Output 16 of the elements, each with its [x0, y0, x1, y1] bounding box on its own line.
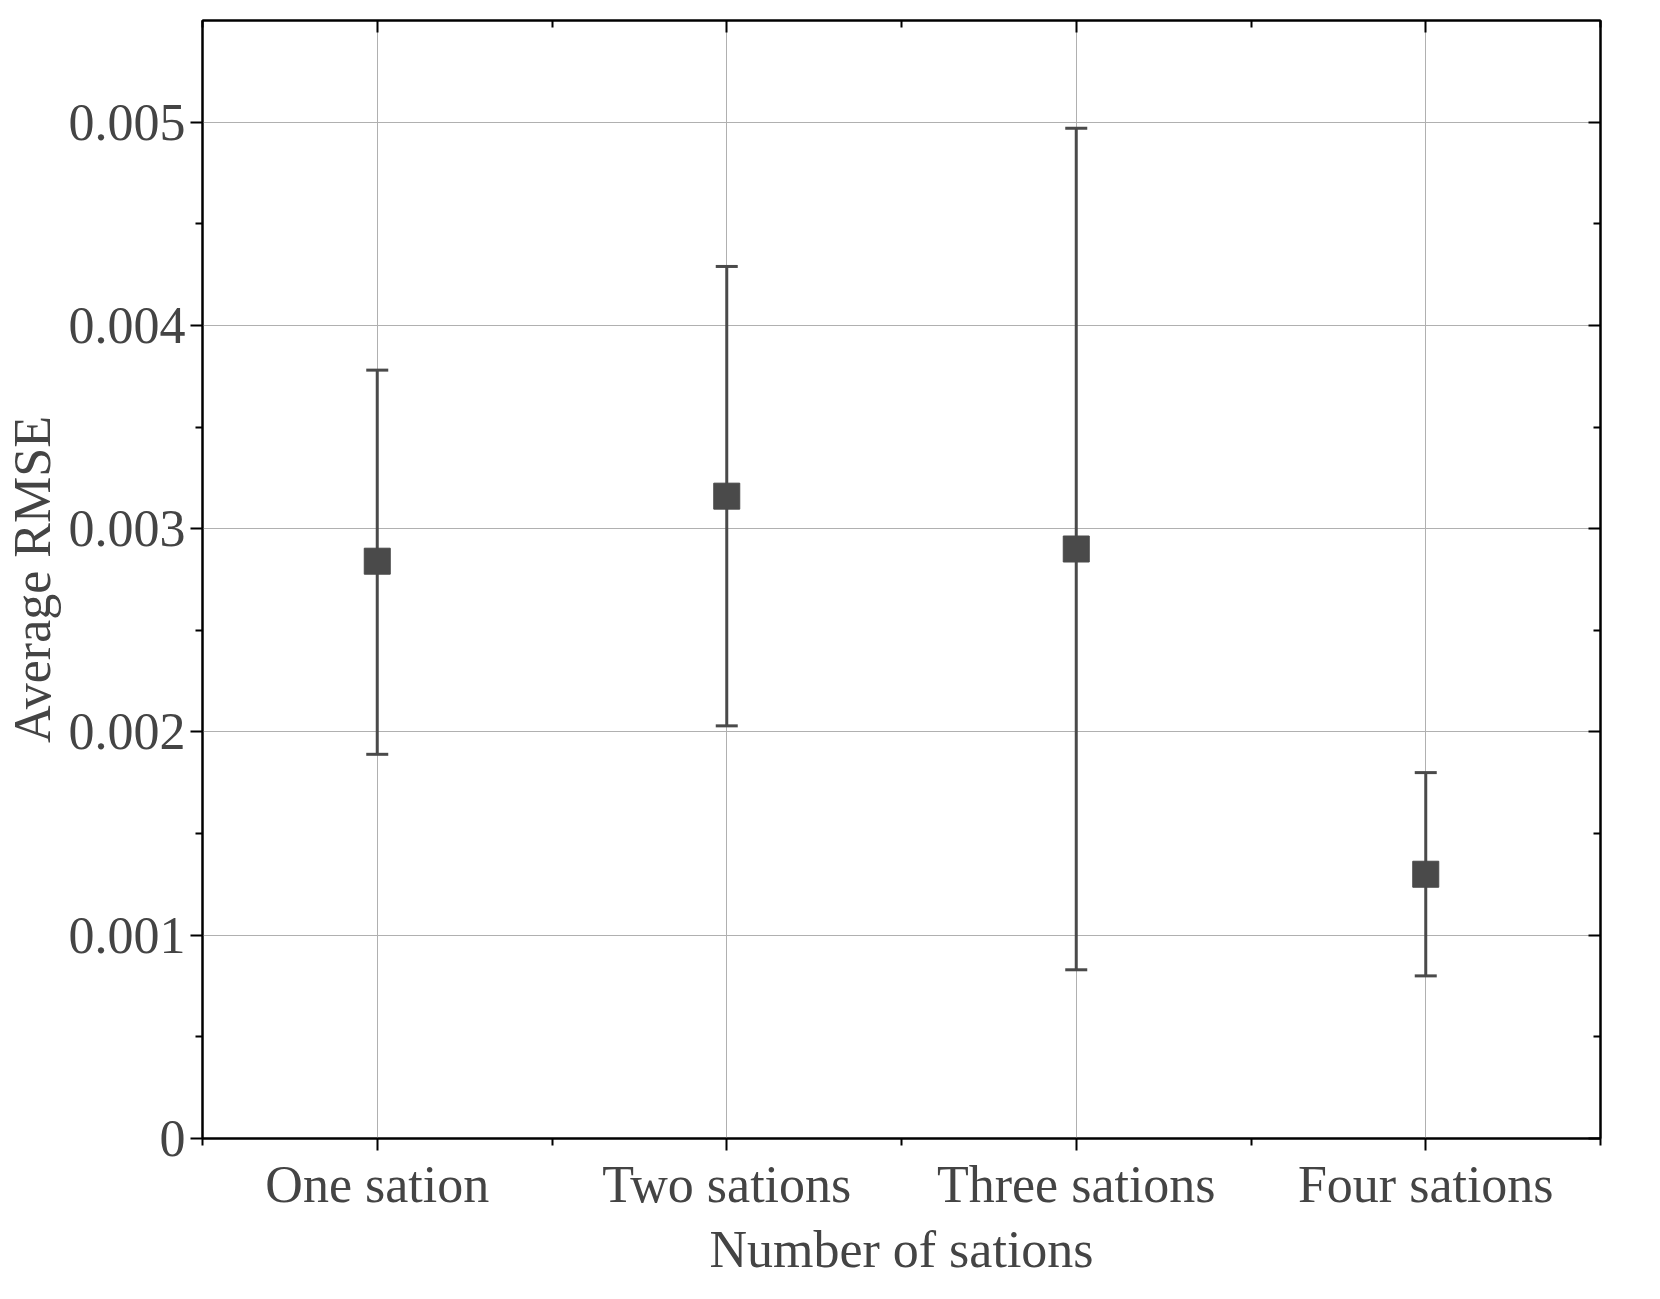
y-tick-label: 0.002	[68, 703, 186, 761]
y-tick-label: 0.003	[68, 500, 186, 558]
y-tick-label: 0.001	[68, 906, 186, 964]
point	[363, 547, 391, 575]
x-tick-label: One sation	[265, 1155, 490, 1213]
y-tick-label: 0.004	[68, 296, 186, 354]
x-axis-title: Number of sations	[709, 1220, 1094, 1278]
point	[1412, 860, 1440, 888]
point	[713, 482, 741, 510]
x-tick-label: Four sations	[1297, 1155, 1554, 1213]
y-axis-title: Average RMSE	[3, 416, 61, 743]
y-tick-label: 0.005	[68, 93, 186, 151]
y-tick-label: 0	[159, 1110, 186, 1167]
x-tick-label: Two sations	[602, 1155, 852, 1213]
point	[1062, 535, 1090, 563]
x-tick-label: Three sations	[936, 1155, 1216, 1213]
